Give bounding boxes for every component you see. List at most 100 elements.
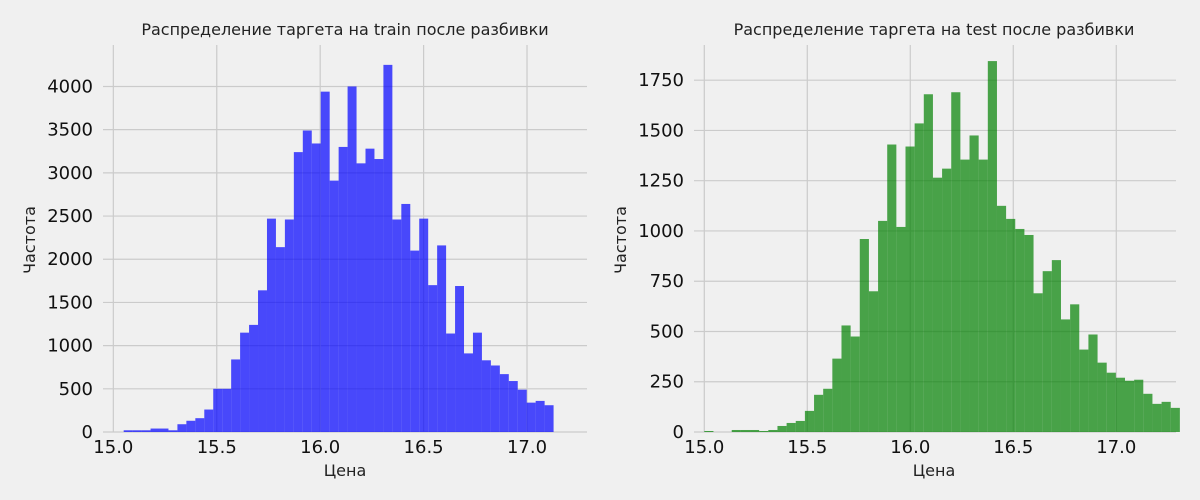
histogram-bar bbox=[1115, 377, 1125, 432]
histogram-bar bbox=[1143, 393, 1153, 432]
y-tick-label: 250 bbox=[650, 372, 684, 393]
x-tick-label: 17.0 bbox=[1096, 437, 1136, 458]
histogram-bar bbox=[768, 429, 778, 432]
histogram-bar bbox=[850, 336, 860, 432]
histogram-bar bbox=[526, 402, 536, 432]
y-tick-label: 0 bbox=[673, 422, 684, 443]
histogram-bar bbox=[249, 324, 259, 432]
test-histogram-panel: Распределение таргета на test после разб… bbox=[611, 20, 1180, 480]
histogram-bar bbox=[996, 205, 1007, 432]
histogram-bar bbox=[374, 159, 384, 432]
y-tick-label: 4000 bbox=[47, 76, 93, 97]
histogram-bar bbox=[437, 245, 447, 432]
histogram-bar bbox=[266, 218, 276, 432]
y-tick-label: 0 bbox=[82, 422, 93, 443]
histogram-bar bbox=[887, 144, 897, 432]
histogram-bar bbox=[338, 146, 348, 432]
chart-title: Распределение таргета на train после раз… bbox=[141, 20, 548, 39]
y-tick-label: 1500 bbox=[638, 120, 684, 141]
histogram-bar bbox=[365, 148, 375, 433]
histogram-bar bbox=[868, 291, 879, 432]
histogram-bar bbox=[905, 146, 915, 433]
histogram-bar bbox=[777, 425, 787, 432]
histogram-bar bbox=[978, 159, 988, 432]
histogram-bar bbox=[347, 86, 357, 432]
x-axis-label: Цена bbox=[913, 461, 956, 480]
histogram-bar bbox=[1006, 218, 1016, 432]
histogram-bar bbox=[284, 219, 294, 432]
y-axis-label: Частота bbox=[20, 206, 39, 274]
histogram-bar bbox=[177, 424, 187, 432]
histogram-bar bbox=[132, 430, 142, 432]
histogram-bar bbox=[329, 180, 339, 432]
y-tick-label: 500 bbox=[59, 379, 93, 400]
y-tick-label: 500 bbox=[650, 321, 684, 342]
histogram-bar bbox=[141, 430, 151, 432]
y-tick-label: 3000 bbox=[47, 163, 93, 184]
histogram-bar bbox=[123, 430, 133, 432]
histogram-bar bbox=[446, 333, 456, 432]
histogram-bar bbox=[759, 430, 769, 432]
plot-area: 0 250 500 750 1000 1250 1500 1750 15.0 15.5 16.0 16… bbox=[638, 45, 1180, 458]
histogram-bar bbox=[814, 394, 824, 432]
histogram-bar bbox=[1097, 362, 1107, 432]
histogram-bar bbox=[150, 428, 160, 432]
histogram-bar bbox=[914, 123, 924, 432]
y-tick-label: 1250 bbox=[638, 171, 684, 192]
histogram-bar bbox=[356, 163, 366, 432]
histogram-bar bbox=[258, 290, 267, 432]
histogram-bar bbox=[401, 203, 411, 432]
histogram-bar bbox=[942, 168, 952, 432]
histogram-bar bbox=[302, 130, 312, 433]
histogram-bar bbox=[275, 247, 285, 432]
y-tick-label: 1500 bbox=[47, 292, 93, 313]
histogram-bar bbox=[1042, 271, 1052, 432]
histogram-bar bbox=[786, 422, 796, 432]
histogram-bar bbox=[311, 143, 321, 433]
histogram-bar bbox=[517, 389, 527, 432]
histogram-bar bbox=[923, 94, 933, 432]
histogram-bar bbox=[795, 420, 805, 432]
histogram-bar bbox=[804, 410, 815, 432]
histogram-bar bbox=[320, 91, 330, 432]
histogram-bar bbox=[731, 429, 741, 432]
histogram-bar bbox=[704, 430, 714, 432]
histogram-bar bbox=[1088, 334, 1098, 432]
histogram-bar bbox=[410, 250, 420, 432]
x-tick-label: 16.5 bbox=[993, 437, 1033, 458]
x-tick-label: 15.0 bbox=[684, 437, 724, 458]
histogram-bar bbox=[1170, 407, 1180, 432]
histogram-bar bbox=[1070, 304, 1080, 432]
x-tick-label: 17.0 bbox=[507, 437, 547, 458]
histogram-bar bbox=[535, 400, 545, 432]
histogram-bar bbox=[750, 429, 760, 432]
x-tick-label: 15.5 bbox=[787, 437, 827, 458]
y-tick-label: 750 bbox=[650, 271, 684, 292]
histogram-bar bbox=[951, 92, 961, 433]
histogram-bar bbox=[1060, 319, 1071, 432]
y-tick-label: 2500 bbox=[47, 206, 93, 227]
histogram-bar bbox=[1015, 228, 1025, 432]
histogram-bar bbox=[987, 61, 997, 432]
histogram-bar bbox=[428, 285, 438, 432]
histogram-bar bbox=[1033, 293, 1043, 432]
histogram-bar bbox=[472, 332, 482, 432]
histogram-bar bbox=[159, 428, 169, 432]
histogram-bar bbox=[508, 381, 518, 432]
histogram-bar bbox=[392, 219, 402, 432]
histogram-bar bbox=[832, 358, 842, 432]
histogram-bar bbox=[1152, 403, 1162, 432]
histogram-bar bbox=[222, 388, 232, 432]
plot-area: 0 500 1000 1500 2000 2500 3000 3500 4000 15.0 15.5… bbox=[47, 45, 587, 458]
histogram-bar bbox=[740, 429, 751, 432]
histogram-bar bbox=[455, 286, 465, 432]
histogram-bar bbox=[168, 430, 178, 432]
histogram-bar bbox=[186, 420, 196, 432]
histogram-bar bbox=[383, 64, 393, 433]
histogram-bar bbox=[896, 226, 906, 432]
histogram-bar bbox=[464, 353, 473, 432]
histogram-bar bbox=[1124, 380, 1135, 432]
histogram-bar bbox=[240, 332, 250, 432]
y-axis-label: Частота bbox=[611, 206, 630, 274]
